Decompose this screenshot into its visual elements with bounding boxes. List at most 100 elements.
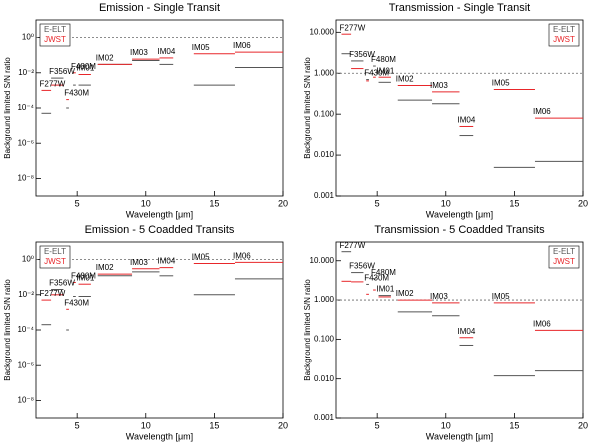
filter-label: F480M — [371, 55, 396, 64]
filter-label: F356W — [349, 262, 375, 271]
x-tick-label: 15 — [509, 198, 519, 208]
y-tick-label: 10⁰ — [22, 255, 34, 264]
y-tick-label: 10⁻² — [18, 68, 34, 77]
filter-label: IM04 — [458, 327, 476, 336]
legend-entry: JWST — [44, 257, 66, 266]
y-tick-label: 10⁻⁸ — [18, 396, 35, 405]
filter-label: IM02 — [96, 263, 114, 272]
y-axis-label: Background limited S/N ratio — [303, 279, 312, 381]
legend-box — [39, 23, 71, 47]
y-tick-label: 10⁻⁶ — [18, 360, 34, 369]
filter-label: IM01 — [77, 273, 95, 282]
y-tick-label: 10⁻⁴ — [17, 103, 34, 112]
filter-label: IM05 — [492, 292, 510, 301]
filter-label: F430M — [64, 89, 89, 98]
filter-label: IM05 — [192, 43, 210, 52]
y-tick-label: 0.001 — [314, 191, 335, 200]
x-axis-label: Wavelength [μm] — [426, 431, 493, 441]
y-axis-label: Background limited S/N ratio — [303, 57, 312, 159]
filter-label: F480M — [371, 268, 396, 277]
filter-label: IM03 — [130, 48, 148, 57]
x-tick-label: 10 — [441, 198, 451, 208]
panel-title: Transmission - 5 Coadded Transits — [374, 224, 545, 236]
legend-box — [39, 245, 71, 269]
y-tick-label: 10⁻⁶ — [18, 138, 34, 147]
filter-label: IM03 — [130, 258, 148, 267]
panel-title: Transmission - Single Transit — [389, 2, 530, 14]
y-tick-label: 10⁻⁴ — [17, 325, 34, 334]
x-axis-label: Wavelength [μm] — [126, 431, 193, 441]
x-tick-label: 10 — [441, 420, 451, 430]
y-tick-label: 0.010 — [314, 150, 335, 159]
filter-label: IM01 — [377, 66, 395, 75]
x-tick-label: 5 — [375, 198, 380, 208]
legend-entry: JWST — [553, 257, 575, 266]
panel-title: Emission - Single Transit — [99, 2, 220, 14]
legend-entry: E-ELT — [44, 247, 66, 256]
y-tick-label: 10.000 — [310, 256, 335, 265]
filter-label: IM04 — [158, 257, 176, 266]
filter-label: IM06 — [533, 319, 551, 328]
x-tick-label: 15 — [509, 420, 519, 430]
y-tick-label: 10⁻⁸ — [18, 174, 35, 183]
filter-label: F480M — [71, 272, 96, 281]
y-axis-label: Background limited S/N ratio — [3, 57, 12, 159]
y-tick-label: 10⁰ — [22, 33, 34, 42]
plot-frame — [335, 19, 584, 197]
filter-label: IM02 — [396, 75, 414, 84]
filter-label: F430M — [64, 298, 89, 307]
legend-entry: E-ELT — [553, 25, 575, 34]
y-tick-label: 0.001 — [314, 413, 335, 422]
filter-label: F277W — [339, 241, 365, 250]
y-tick-label: 0.100 — [314, 334, 335, 343]
legend-entry: JWST — [44, 35, 66, 44]
filter-label: IM01 — [77, 64, 95, 73]
x-tick-label: 15 — [209, 198, 219, 208]
y-tick-label: 1.000 — [314, 68, 335, 77]
y-tick-label: 10⁻² — [18, 290, 34, 299]
legend-box — [548, 23, 580, 47]
filter-label: IM05 — [192, 253, 210, 262]
filter-label: IM06 — [533, 107, 551, 116]
x-axis-label: Wavelength [μm] — [426, 209, 493, 219]
filter-label: IM04 — [158, 47, 176, 56]
x-axis-label: Wavelength [μm] — [126, 209, 193, 219]
filter-label: IM02 — [396, 289, 414, 298]
x-tick-label: 10 — [141, 420, 151, 430]
x-tick-label: 20 — [278, 420, 288, 430]
filter-label: F277W — [339, 23, 365, 32]
y-axis-label: Background limited S/N ratio — [3, 279, 12, 381]
panel: Emission - 5 Coadded Transits 5 10 15 20 10⁻⁸… — [3, 224, 288, 441]
legend-box — [548, 245, 580, 269]
legend-entry: E-ELT — [553, 247, 575, 256]
x-tick-label: 5 — [75, 198, 80, 208]
x-tick-label: 10 — [141, 198, 151, 208]
filter-label: IM03 — [430, 81, 448, 90]
filter-label: F430M — [364, 69, 389, 78]
filter-label: F356W — [49, 279, 75, 288]
legend-entry: E-ELT — [44, 25, 66, 34]
filter-label: F277W — [39, 80, 65, 89]
panel: Transmission - Single Transit 5 10 15 20 0.00… — [303, 2, 588, 219]
filter-label: IM01 — [377, 285, 395, 294]
filter-label: IM05 — [492, 79, 510, 88]
filter-label: F430M — [364, 274, 389, 283]
filter-label: F356W — [49, 67, 75, 76]
y-tick-label: 10.000 — [310, 27, 335, 36]
filter-label: IM06 — [233, 41, 251, 50]
filter-label: F277W — [39, 289, 65, 298]
y-tick-label: 1.000 — [314, 295, 335, 304]
panel: Emission - Single Transit 5 10 15 20 10⁻⁸ 10⁻⁶… — [3, 2, 288, 219]
x-tick-label: 15 — [209, 420, 219, 430]
x-tick-label: 20 — [578, 420, 588, 430]
legend-entry: JWST — [553, 35, 575, 44]
filter-label: IM04 — [458, 116, 476, 125]
filter-label: IM03 — [430, 292, 448, 301]
x-tick-label: 5 — [375, 420, 380, 430]
panel-title: Emission - 5 Coadded Transits — [85, 224, 235, 236]
filter-label: IM06 — [233, 251, 251, 260]
filter-label: F480M — [71, 62, 96, 71]
y-tick-label: 0.010 — [314, 374, 335, 383]
x-tick-label: 20 — [578, 198, 588, 208]
